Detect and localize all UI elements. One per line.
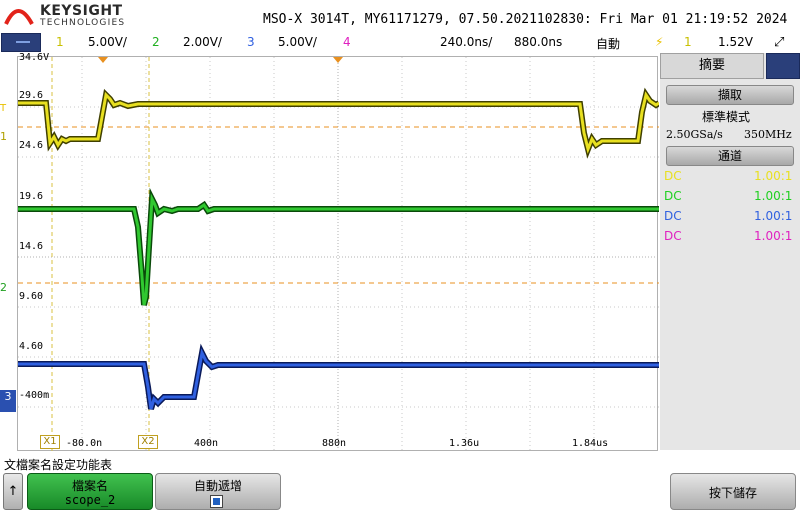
x-label-0: -80.0n: [66, 438, 103, 449]
ch3-waveform: [18, 343, 659, 410]
y-label-4: 14.6: [19, 241, 44, 252]
channels-header: 通道: [666, 146, 794, 166]
ch4-number[interactable]: 4: [343, 35, 351, 49]
graticule: [18, 57, 659, 452]
ch3-coupling: DC: [664, 209, 682, 223]
time-delay[interactable]: 880.0ns: [514, 35, 563, 49]
ch2-scale[interactable]: 2.00V/: [183, 35, 222, 49]
bandwidth: 350MHz: [744, 128, 792, 141]
sample-rate: 2.50GSa/s: [666, 128, 723, 141]
y-label-0: 34.6V: [19, 52, 50, 63]
back-up-button[interactable]: ↑: [3, 473, 23, 510]
press-to-save-softkey[interactable]: 按下儲存: [670, 473, 796, 510]
press-to-save-label: 按下儲存: [708, 486, 757, 500]
ch4-probe-ratio: 1.00:1: [754, 229, 793, 243]
x-label-4: 1.84us: [572, 438, 609, 449]
trigger-level[interactable]: 1.52V: [718, 35, 753, 49]
center-axes: [18, 57, 659, 452]
trigger-channel[interactable]: 1: [684, 35, 692, 49]
auto-increment-checkbox[interactable]: [210, 495, 223, 508]
y-label-2: 24.6: [19, 140, 44, 151]
grid-lines: [18, 57, 659, 452]
ch1-ground-marker[interactable]: 1: [0, 130, 16, 144]
keysight-wave-icon: [4, 9, 34, 25]
ch1-probe-ratio: 1.00:1: [754, 169, 793, 183]
ch2-coupling: DC: [664, 189, 682, 203]
summary-tab[interactable]: 摘要: [660, 53, 764, 79]
touch-icon[interactable]: ⤢: [774, 35, 785, 50]
auto-increment-label: 自動遞增: [193, 479, 242, 493]
center-marker: [333, 57, 343, 63]
y-label-7: -400m: [19, 390, 50, 401]
file-name-label: 檔案名: [71, 479, 108, 493]
ch3-ground-marker[interactable]: 3: [0, 390, 16, 412]
file-name-value: scope_2: [64, 493, 116, 507]
trigger-edge-icon: ⚡: [655, 35, 664, 49]
main-menu-button[interactable]: [1, 33, 41, 52]
ch3-scale[interactable]: 5.00V/: [278, 35, 317, 49]
ch1-waveform: [18, 87, 659, 159]
ch2-number[interactable]: 2: [152, 35, 160, 49]
x-label-1: 400n: [194, 438, 219, 449]
channel-status-bar: 1 5.00V/ 2 2.00V/ 3 5.00V/ 4 240.0ns/ 88…: [0, 33, 800, 53]
brand-name: KEYSIGHT: [40, 3, 123, 19]
x-label-3: 1.36u: [449, 438, 480, 449]
ch2-waveform: [18, 187, 659, 306]
trigger-mode[interactable]: 自動: [596, 37, 621, 51]
ch3-probe-ratio: 1.00:1: [754, 209, 793, 223]
acquire-header: 擷取: [666, 85, 794, 105]
ch1-coupling: DC: [664, 169, 682, 183]
file-name-softkey[interactable]: 檔案名 scope_2: [27, 473, 153, 510]
trigger-level-marker[interactable]: T: [0, 103, 7, 114]
ch1-scale[interactable]: 5.00V/: [88, 35, 127, 49]
softkey-menu-title: 文檔案名設定功能表: [4, 458, 113, 472]
cursor-x2-label[interactable]: X2: [138, 435, 158, 449]
ch4-coupling: DC: [664, 229, 682, 243]
ch2-ground-marker[interactable]: 2: [0, 281, 7, 294]
y-label-3: 19.6: [19, 191, 44, 202]
time-scale[interactable]: 240.0ns/: [440, 35, 493, 49]
info-side-panel: 摘要 擷取 標準模式 2.50GSa/s 350MHz 通道 DC 1.00:1…: [660, 53, 800, 450]
checkbox-checked-mark: [213, 498, 220, 505]
auto-increment-softkey[interactable]: 自動遞增: [155, 473, 281, 510]
y-label-6: 4.60: [19, 341, 44, 352]
waveform-display[interactable]: [17, 56, 659, 452]
keysight-logo: KEYSIGHT TECHNOLOGIES: [4, 2, 144, 30]
y-label-5: 9.60: [19, 291, 44, 302]
trigger-position-marker: [98, 57, 108, 63]
instrument-info: MSO-X 3014T, MY61171279, 07.50.202110283…: [263, 12, 788, 27]
title-bar: KEYSIGHT TECHNOLOGIES MSO-X 3014T, MY611…: [0, 0, 800, 33]
ch1-number[interactable]: 1: [56, 35, 64, 49]
x-label-2: 880n: [322, 438, 347, 449]
brand-subtitle: TECHNOLOGIES: [40, 18, 126, 28]
acquire-mode: 標準模式: [702, 110, 751, 124]
ch2-probe-ratio: 1.00:1: [754, 189, 793, 203]
cursor-x1-label[interactable]: X1: [40, 435, 60, 449]
side-panel-menu-icon[interactable]: [766, 53, 800, 79]
ch3-number[interactable]: 3: [247, 35, 255, 49]
menu-icon: [16, 41, 30, 43]
y-label-1: 29.6: [19, 90, 44, 101]
